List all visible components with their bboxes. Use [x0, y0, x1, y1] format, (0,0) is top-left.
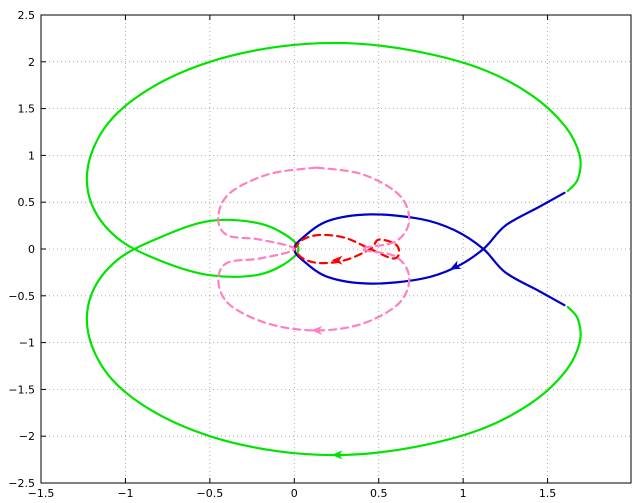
- y-tick-label: −1.5: [8, 383, 35, 396]
- y-tick-label: −0.5: [8, 290, 35, 303]
- series-0: [85, 41, 582, 460]
- y-tick-label: 2: [28, 56, 35, 69]
- x-tick-label: −1.5: [28, 487, 55, 500]
- series-3: [217, 166, 411, 335]
- y-tick-label: 2.5: [18, 9, 36, 22]
- grid: [41, 15, 632, 483]
- y-tick-label: −1: [19, 337, 35, 350]
- ticks: −1.5 −1 −0.5 0 0.5 1 1.5 −2.5 −2 −1.5 −1 −0.5 0 0.5 1 1…: [8, 9, 556, 500]
- direction-arrow: [449, 260, 462, 270]
- series-line: [85, 41, 582, 457]
- series-line: [217, 166, 411, 332]
- y-tick-label: 0: [28, 243, 35, 256]
- x-tick-label: −1: [117, 487, 133, 500]
- y-tick-label: −2.5: [8, 477, 35, 490]
- series-group: [85, 41, 582, 460]
- y-tick-label: −2: [19, 430, 35, 443]
- direction-arrow: [331, 255, 343, 265]
- y-tick-label: 1.5: [18, 103, 36, 116]
- x-tick-label: 0: [291, 487, 298, 500]
- x-tick-label: 0.5: [370, 487, 388, 500]
- y-tick-label: 0.5: [18, 196, 36, 209]
- x-tick-label: 1.5: [539, 487, 557, 500]
- direction-arrow: [311, 325, 323, 335]
- y-tick-label: 1: [28, 149, 35, 162]
- series-2: [293, 233, 401, 265]
- x-tick-label: 1: [460, 487, 467, 500]
- x-tick-label: −0.5: [196, 487, 223, 500]
- series-line: [293, 233, 401, 265]
- direction-arrow: [331, 450, 343, 460]
